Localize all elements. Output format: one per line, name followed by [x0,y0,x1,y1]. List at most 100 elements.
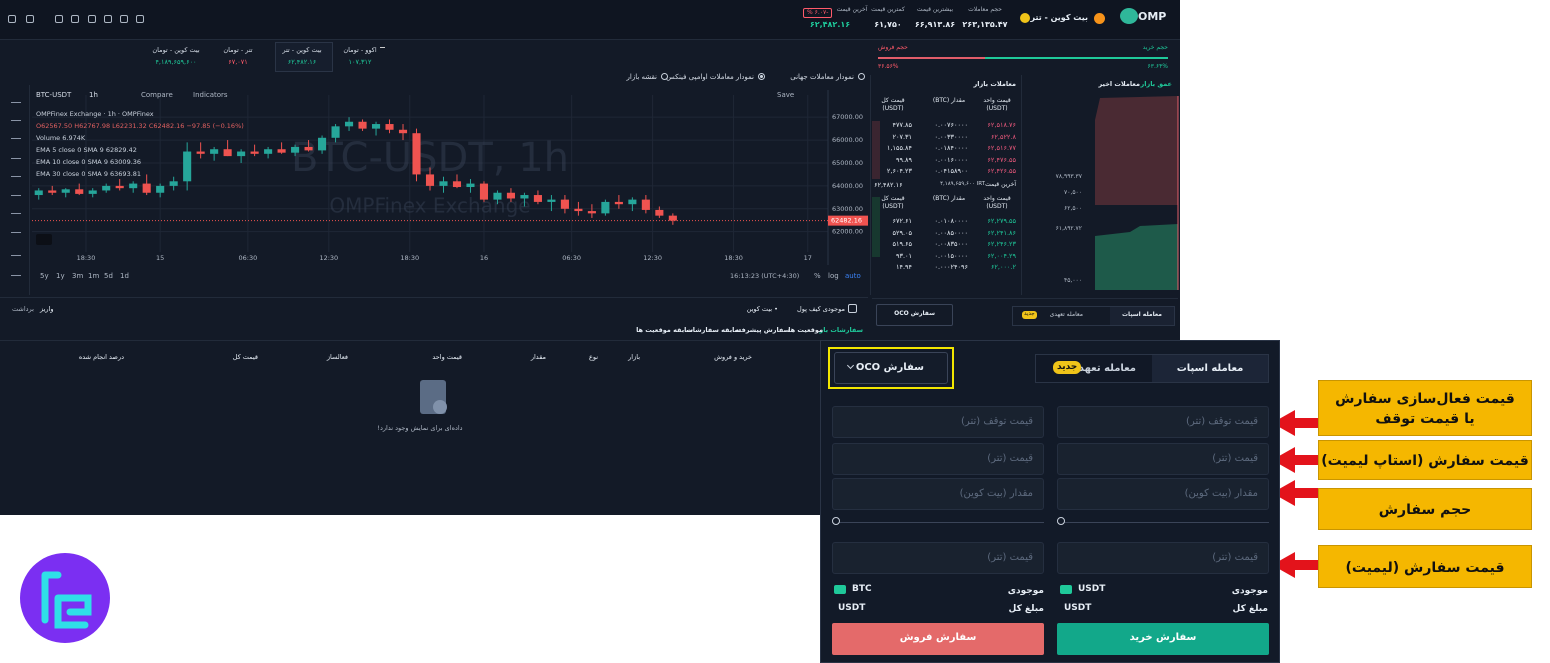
scale-option[interactable]: auto [845,272,861,280]
form-tab-active [1110,307,1174,325]
chart-view[interactable]: نقشه بازار [626,73,658,81]
total-asset: USDT [1064,603,1092,613]
range-button[interactable]: 5y [40,272,49,280]
top-bar [0,0,1180,40]
chart-view[interactable]: نمودار معاملات اوامپی فینکس [666,73,754,81]
buy-button-label[interactable]: سفارش خرید [1129,632,1197,643]
input-placeholder[interactable]: قیمت توقف (تتر) [1186,416,1258,427]
column-header: مقدار [530,353,546,361]
market-tab-name[interactable]: تتر - تومان [223,46,253,54]
ask-cell: ۶۲,۵۲۲.۸ [990,132,1016,141]
stat-value: ۲۶۳,۱۳۵.۴۷ [962,20,1008,29]
indicators[interactable]: Indicators [193,91,228,99]
candle-body [587,211,596,214]
y-tick-label: 64000.00 [832,182,863,190]
scale-option[interactable]: % [814,272,821,280]
orderbook-header: قیمت واحد (USDT) [983,195,1011,211]
order-tab[interactable]: سابقه موقعیت ها [636,326,693,334]
last-price-caption: آخرین قیمت [985,181,1016,188]
sell-button[interactable] [832,623,1044,655]
form-tab[interactable]: معامله تعهدی [1069,363,1136,374]
range-button[interactable]: 1y [56,272,65,280]
withdraw[interactable]: برداشت [12,305,34,313]
brand-icon [1120,8,1138,24]
input-placeholder[interactable]: مقدار (بیت کوین) [1184,488,1258,499]
range-button[interactable]: 3m [72,272,84,280]
sell-button-label[interactable]: سفارش فروش [899,632,977,643]
form-tab[interactable]: معامله اسپات [1122,311,1162,318]
candle-body [88,190,97,194]
column-header: فعالساز [326,353,348,361]
tool-icon [11,270,21,276]
candle-body [102,185,111,191]
scale-option[interactable]: log [828,272,839,280]
chart-legend: O62567.50 H62767.98 L62231.32 C62482.16 … [36,122,244,130]
compare[interactable]: Compare [141,91,173,99]
depth-level: ۶۲,۵۰۰ [1063,205,1082,212]
depth-tab[interactable]: عمق بازار [1140,80,1172,88]
order-tab[interactable]: سفارشات باز [819,326,863,334]
form-tab[interactable]: معامله اسپات [1176,363,1244,374]
candle-body [223,149,232,157]
pair[interactable]: بیت کوین - تتر [1030,13,1088,22]
candle-body [129,183,138,189]
input-placeholder[interactable]: قیمت (تتر) [1212,453,1258,464]
buy-button[interactable] [1057,623,1269,655]
bid-cell: ۵۲۹.۰۵ [892,228,912,237]
input-placeholder[interactable]: مقدار (بیت کوین) [959,488,1033,499]
market-tab-name[interactable]: بیت کوین - تومان [152,46,200,54]
range-button[interactable]: 1m [88,272,100,280]
arrows [1272,410,1318,578]
form-tab[interactable]: معامله تعهدی [1049,311,1083,318]
total-asset: USDT [838,603,866,613]
input-placeholder[interactable]: قیمت توقف (تتر) [961,416,1033,427]
depth-tab[interactable]: معاملات اخیر [1098,80,1141,88]
balance-label: موجودی [1231,586,1268,596]
slider-thumb [1057,517,1065,525]
save[interactable]: Save [777,91,795,99]
range-button[interactable]: 1d [120,272,129,280]
arrow [1272,410,1318,436]
ask-cell: ۲,۶۰۴.۲۳ [886,167,912,175]
candle-body [385,124,394,130]
bid-cell: ۶۲,۲۴۶.۲۳ [987,240,1016,248]
chart-legend: Volume 6.974K [36,134,86,142]
input [832,542,1044,574]
input-placeholder[interactable]: قیمت (تتر) [987,552,1033,563]
column-header: بازار [628,353,640,361]
order-type[interactable]: سفارش OCO [894,310,935,317]
market-tab-name[interactable]: اکوو - تومان [343,46,377,54]
candle-body [196,151,205,154]
stat-value: ۶۲,۴۸۲.۱۶ [809,20,851,29]
y-tick-label: 65000.00 [832,159,863,167]
wallet-icon [848,304,857,313]
top-icon [136,15,144,23]
sell-ratio [878,57,985,59]
last-price-irt: ۴,۱۸۹,۶۵۹,۶۰۰ IRT [940,181,985,187]
x-tick-label: 06:30 [562,254,581,262]
order-tab[interactable]: سفارش پیشرفته [734,326,790,334]
top-icon [71,15,79,23]
market-tab-price: ۶۲,۴۸۲.۱۶ [287,58,317,66]
order-type[interactable]: سفارش OCO [855,362,924,373]
balance-label: موجودی [1007,586,1044,596]
deposit[interactable]: واریز [40,305,54,313]
input-placeholder[interactable]: قیمت (تتر) [987,453,1033,464]
chart-legend: EMA 5 close 0 SMA 9 62829.42 [36,146,137,154]
input-placeholder[interactable]: قیمت (تتر) [1212,552,1258,563]
candle-body [75,189,84,194]
candle-body [210,149,219,154]
range-button[interactable]: 5d [104,272,113,280]
order-type-select [834,352,948,384]
market-tab-name[interactable]: بیت کوین - تتر [282,46,322,54]
empty-state: داده‌ای برای نمایش وجود ندارد! [377,424,463,432]
ask-cell: ۶۲,۵۱۶.۷۷ [987,144,1016,152]
order-tab[interactable]: موقعیت ها [788,326,823,334]
interval[interactable]: 1h [89,91,98,99]
chart-view[interactable]: نمودار معاملات جهانی [790,73,854,81]
order-tab[interactable]: سابقه سفارشات [686,326,741,334]
candle-body [156,185,165,193]
candle-body [61,189,70,193]
last-price-tag [828,215,868,226]
candle-body [115,185,124,189]
